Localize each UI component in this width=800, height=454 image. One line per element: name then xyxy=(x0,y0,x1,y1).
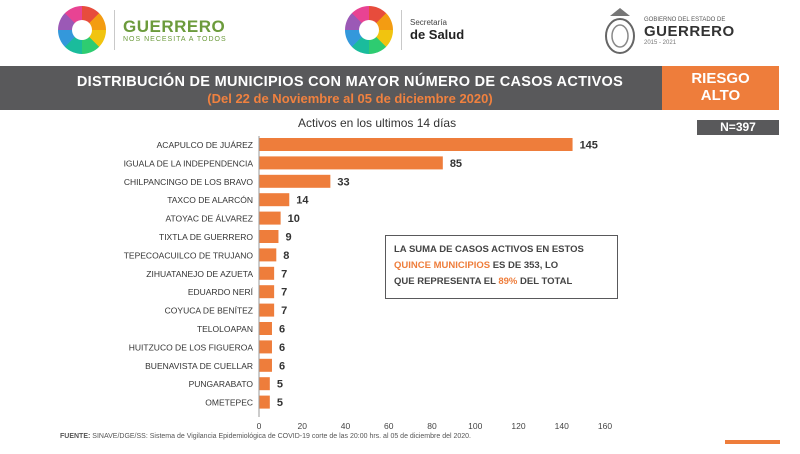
callout-text-4: DEL TOTAL xyxy=(517,276,573,287)
category-label: ATOYAC DE ÁLVAREZ xyxy=(165,214,253,224)
source-label: FUENTE: xyxy=(60,433,91,440)
data-label: 10 xyxy=(288,213,300,225)
salud-line2: de Salud xyxy=(410,27,465,42)
title-bar: DISTRIBUCIÓN DE MUNICIPIOS CON MAYOR NÚM… xyxy=(0,66,662,110)
bar xyxy=(259,395,270,409)
bar xyxy=(259,377,270,391)
chart-title: Activos en los ultimos 14 días xyxy=(298,116,457,130)
chart-date-range: (Del 22 de Noviembre al 05 de diciembre … xyxy=(207,91,493,106)
bar xyxy=(259,174,331,188)
callout-text-2: ES DE 353, LO xyxy=(490,260,559,271)
gobierno-logo: GOBIERNO DEL ESTADO DE GUERRERO 2015 - 2… xyxy=(600,6,735,56)
x-tick-label: 60 xyxy=(384,421,394,431)
callout-text-1: LA SUMA DE CASOS ACTIVOS EN ESTOS xyxy=(394,244,584,255)
n-total-badge: N=397 xyxy=(697,120,779,135)
x-tick-label: 0 xyxy=(257,421,262,431)
bar xyxy=(259,156,443,170)
category-label: ACAPULCO DE JUÁREZ xyxy=(157,140,253,150)
flower-logo-icon xyxy=(345,6,393,54)
state-seal-icon xyxy=(605,8,635,54)
bar xyxy=(259,266,275,280)
data-label: 85 xyxy=(450,158,462,170)
salud-line1: Secretaría xyxy=(410,18,447,27)
salud-logo: Secretaría de Salud xyxy=(345,6,464,54)
category-label: COYUCA DE BENÍTEZ xyxy=(165,306,253,316)
bar xyxy=(259,211,281,225)
callout-highlight-percent: 89% xyxy=(498,276,518,287)
flower-logo-icon xyxy=(58,6,106,54)
data-label: 5 xyxy=(277,379,283,391)
bar xyxy=(259,340,272,354)
callout-text-3: QUE REPRESENTA EL xyxy=(394,276,499,287)
data-label: 6 xyxy=(279,324,285,336)
bar xyxy=(259,303,275,317)
category-label: TEPECOACUILCO DE TRUJANO xyxy=(124,250,254,260)
category-label: TAXCO DE ALARCÓN xyxy=(167,195,253,205)
data-label: 7 xyxy=(281,305,287,317)
risk-line2: ALTO xyxy=(700,87,741,104)
x-tick-label: 40 xyxy=(341,421,351,431)
source-text: SINAVE/DGE/SS: Sistema de Vigilancia Epi… xyxy=(90,433,472,440)
bar xyxy=(259,285,275,299)
data-label: 7 xyxy=(281,268,287,280)
risk-badge: RIESGO ALTO xyxy=(662,66,779,110)
category-label: IGUALA DE LA INDEPENDENCIA xyxy=(124,158,254,168)
category-label: ZIHUATANEJO DE AZUETA xyxy=(146,269,253,279)
accent-strip xyxy=(725,440,780,444)
data-label: 14 xyxy=(296,195,309,207)
gobierno-years: 2015 - 2021 xyxy=(644,39,677,46)
x-tick-label: 120 xyxy=(511,421,525,431)
guerrero-brand-title: GUERRERO xyxy=(123,16,226,36)
bar xyxy=(259,322,272,335)
x-tick-label: 100 xyxy=(468,421,482,431)
data-label: 145 xyxy=(580,140,598,152)
bar xyxy=(259,193,290,207)
guerrero-logo: GUERRERO NOS NECESITA A TODOS xyxy=(58,6,227,54)
data-label: 9 xyxy=(285,232,291,244)
data-label: 33 xyxy=(337,176,349,188)
x-tick-label: 80 xyxy=(427,421,437,431)
gobierno-small: GOBIERNO DEL ESTADO DE xyxy=(644,16,726,23)
data-label: 6 xyxy=(279,360,285,372)
header: GUERRERO NOS NECESITA A TODOS Secretaría… xyxy=(0,0,800,64)
category-label: PUNGARABATO xyxy=(189,379,254,389)
data-label: 7 xyxy=(281,287,287,299)
source-note: FUENTE: SINAVE/DGE/SS: Sistema de Vigila… xyxy=(60,433,471,440)
category-label: TIXTLA DE GUERRERO xyxy=(159,232,253,242)
category-label: TELOLOAPAN xyxy=(197,324,253,334)
data-label: 8 xyxy=(283,250,289,262)
bar xyxy=(259,358,272,372)
x-tick-label: 160 xyxy=(598,421,612,431)
data-label: 5 xyxy=(277,397,283,409)
gobierno-big: GUERRERO xyxy=(644,22,735,40)
x-tick-label: 140 xyxy=(555,421,569,431)
category-label: BUENAVISTA DE CUELLAR xyxy=(145,361,253,371)
category-label: OMETEPEC xyxy=(205,398,253,408)
bar xyxy=(259,230,279,243)
guerrero-brand-subtitle: NOS NECESITA A TODOS xyxy=(123,35,227,43)
risk-line1: RIESGO xyxy=(691,70,750,87)
callout-highlight-municipios: QUINCE MUNICIPIOS xyxy=(394,260,491,271)
data-label: 6 xyxy=(279,342,285,354)
bar xyxy=(259,138,573,151)
bar xyxy=(259,248,277,262)
summary-callout: LA SUMA DE CASOS ACTIVOS EN ESTOS QUINCE… xyxy=(385,235,618,299)
chart-main-title: DISTRIBUCIÓN DE MUNICIPIOS CON MAYOR NÚM… xyxy=(76,74,624,90)
category-label: EDUARDO NERÍ xyxy=(188,287,254,297)
x-tick-label: 20 xyxy=(298,421,308,431)
category-label: CHILPANCINGO DE LOS BRAVO xyxy=(124,177,253,187)
category-label: HUITZUCO DE LOS FIGUEROA xyxy=(129,342,254,352)
